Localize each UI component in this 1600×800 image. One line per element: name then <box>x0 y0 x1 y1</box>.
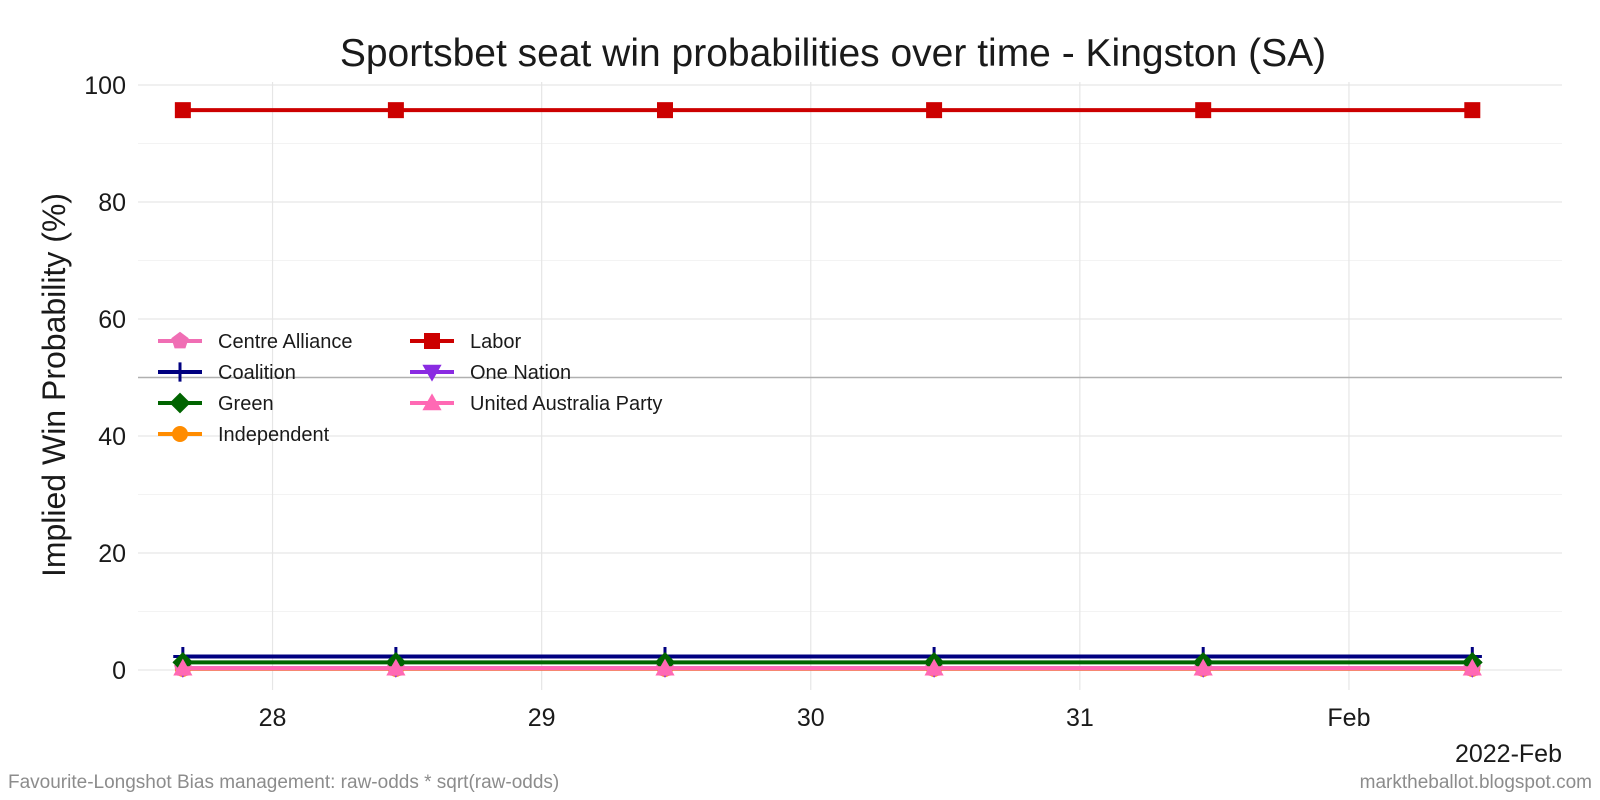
data-point-united-australia-party <box>1193 658 1213 676</box>
legend-item-green: Green <box>158 392 274 415</box>
x-axis-ticks: 28 29 30 31 Feb <box>259 704 1371 732</box>
x-tick-label: Feb <box>1327 704 1370 732</box>
y-tick-label: 100 <box>84 72 126 100</box>
chart-title: Sportsbet seat win probabilities over ti… <box>340 32 1326 75</box>
x-tick-label: 29 <box>528 704 556 732</box>
data-point-labor <box>387 102 404 119</box>
legend: Centre Alliance Coalition Green Independent… <box>158 331 662 446</box>
legend-label: Labor <box>470 331 521 353</box>
y-tick-label: 20 <box>98 540 126 568</box>
legend-label: Centre Alliance <box>218 331 353 353</box>
data-point-labor <box>1195 102 1212 119</box>
data-point-united-australia-party <box>655 658 675 676</box>
legend-swatch-marker <box>422 364 442 382</box>
series-layer <box>172 102 1483 678</box>
legend-item-independent: Independent <box>158 424 330 446</box>
x-axis-year-label: 2022-Feb <box>1455 740 1562 768</box>
series-labor <box>174 102 1481 119</box>
legend-item-centre-alliance: Centre Alliance <box>158 331 353 353</box>
data-point-united-australia-party <box>386 658 406 676</box>
footer-site-credit: marktheballot.blogspot.com <box>1359 772 1592 793</box>
data-point-united-australia-party <box>1462 658 1482 676</box>
legend-label: United Australia Party <box>470 393 662 415</box>
x-tick-label: 30 <box>797 704 825 732</box>
legend-swatch-marker <box>424 333 440 349</box>
y-axis-ticks: 0 20 40 60 80 100 <box>84 72 126 685</box>
line-chart: 0 20 40 60 80 100 28 29 30 31 Feb Sportsbet seat … <box>36 32 1562 768</box>
y-tick-label: 0 <box>112 657 126 685</box>
legend-item-labor: Labor <box>410 331 521 353</box>
data-point-labor <box>174 102 191 119</box>
legend-item-united-australia-party: United Australia Party <box>410 393 662 415</box>
data-point-labor <box>926 102 943 119</box>
data-point-united-australia-party <box>173 658 193 676</box>
data-point-united-australia-party <box>924 658 944 676</box>
legend-swatch-marker <box>170 362 190 382</box>
data-point-labor <box>656 102 673 119</box>
legend-label: Coalition <box>218 362 296 384</box>
y-tick-label: 80 <box>98 189 126 217</box>
legend-swatch-marker <box>172 426 188 442</box>
legend-label: Green <box>218 393 274 415</box>
legend-item-coalition: Coalition <box>158 362 296 384</box>
x-tick-label: 28 <box>259 704 287 732</box>
y-axis-label: Implied Win Probability (%) <box>36 193 72 577</box>
series-united-australia-party <box>173 658 1482 676</box>
legend-swatch-marker <box>422 393 442 411</box>
y-tick-label: 60 <box>98 306 126 334</box>
grid-lines <box>138 82 1562 690</box>
legend-label: Independent <box>218 424 330 446</box>
data-point-labor <box>1464 102 1481 119</box>
legend-swatch-marker <box>171 331 189 349</box>
legend-item-one-nation: One Nation <box>410 362 571 384</box>
footer-method-note: Favourite-Longshot Bias management: raw-… <box>8 772 560 793</box>
x-tick-label: 31 <box>1066 704 1094 732</box>
legend-swatch-marker <box>169 392 191 414</box>
legend-label: One Nation <box>470 362 571 384</box>
y-tick-label: 40 <box>98 423 126 451</box>
